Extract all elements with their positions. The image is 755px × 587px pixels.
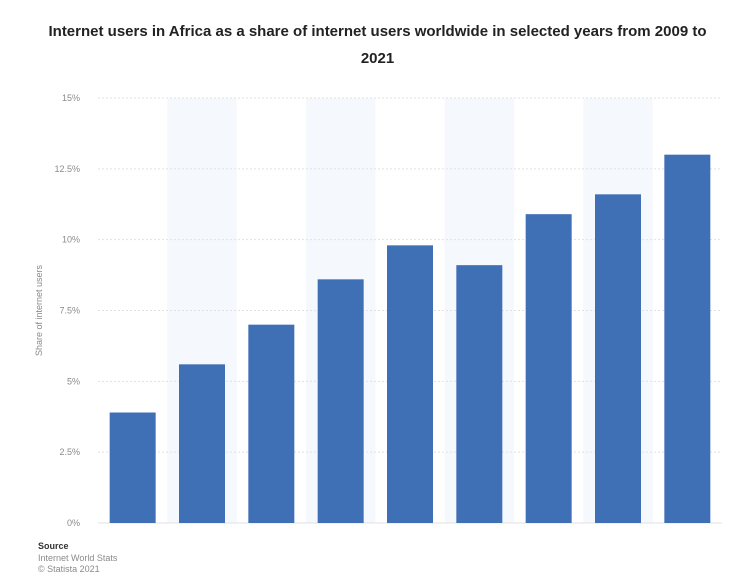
bar (525, 214, 572, 523)
y-tick-label: 10% (62, 235, 80, 245)
y-axis-label: Share of internet users (34, 264, 44, 356)
y-tick-label: 0% (67, 518, 80, 528)
bar (456, 265, 503, 523)
bar (317, 279, 364, 523)
bar (664, 154, 711, 523)
source-line-1: Internet World Stats (38, 552, 118, 563)
bar (595, 194, 641, 524)
y-tick-label: 12.5% (54, 164, 80, 174)
y-tick-label: 7.5% (59, 306, 80, 316)
bar (109, 412, 156, 523)
y-tick-label: 15% (62, 93, 80, 103)
source-line-2: © Statista 2021 (38, 564, 100, 574)
y-tick-label: 5% (67, 376, 80, 386)
bar (248, 324, 295, 523)
source-block: Source Internet World Stats © Statista 2… (38, 541, 117, 576)
y-tick-label: 2.5% (59, 447, 80, 457)
source-label: Source (38, 541, 69, 551)
chart-title: Internet users in Africa as a share of i… (48, 23, 707, 67)
bar (179, 364, 225, 523)
bar (387, 245, 433, 524)
